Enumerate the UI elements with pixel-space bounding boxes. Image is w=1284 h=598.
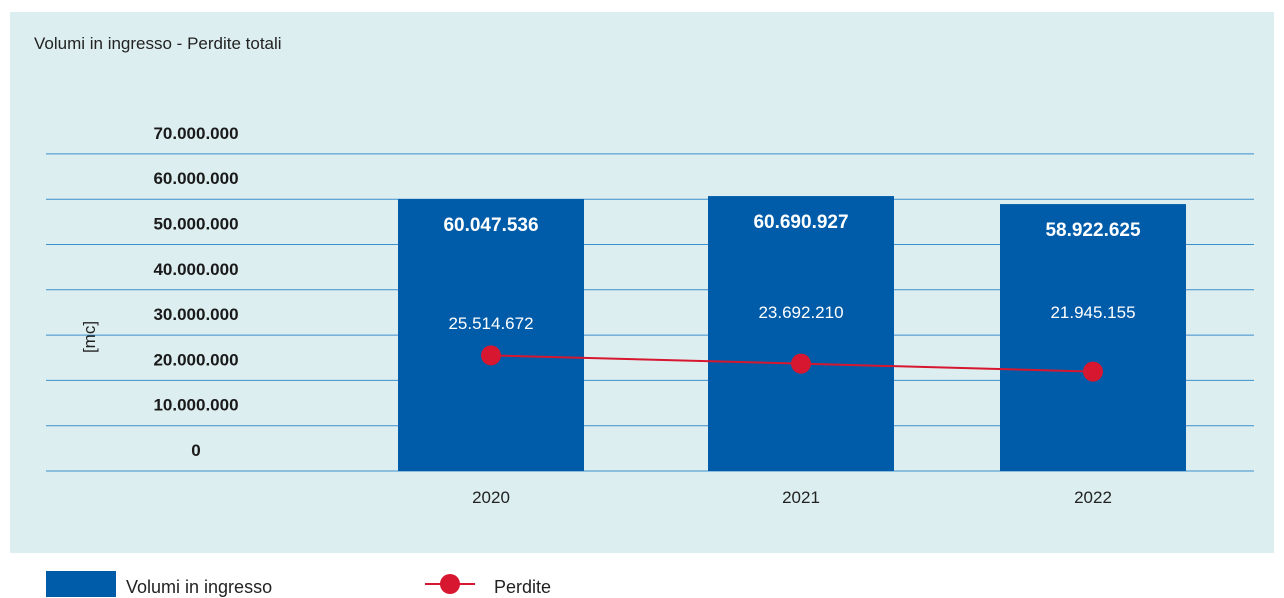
bar: [1000, 204, 1186, 471]
line-value-label: 21.945.155: [1050, 303, 1135, 322]
x-tick-label: 2020: [472, 488, 510, 507]
legend-line-marker: [440, 574, 460, 594]
y-axis-label: [mc]: [80, 321, 99, 353]
line-point: [791, 353, 811, 374]
bar: [398, 198, 584, 471]
y-tick-label: 0: [191, 441, 200, 460]
y-tick-label: 50.000.000: [153, 215, 238, 234]
line-value-label: 25.514.672: [448, 314, 533, 333]
legend-bar-label: Volumi in ingresso: [126, 577, 273, 597]
y-tick-label: 10.000.000: [153, 396, 238, 415]
y-tick-label: 70.000.000: [153, 124, 238, 143]
y-tick-label: 60.000.000: [153, 169, 238, 188]
y-tick-label: 30.000.000: [153, 305, 238, 324]
chart-title: Volumi in ingresso - Perdite totali: [34, 34, 282, 53]
legend: Volumi in ingresso Perdite: [0, 571, 1284, 597]
bar-value-label: 60.047.536: [443, 215, 538, 236]
chart-svg: 0 10.000.000 20.000.000 30.000.000 40.000.00…: [46, 124, 1254, 507]
line-value-label: 23.692.210: [758, 303, 843, 322]
line-point: [481, 345, 501, 366]
line-point: [1083, 361, 1103, 382]
x-tick-label: 2021: [782, 488, 820, 507]
y-tick-label: 40.000.000: [153, 260, 238, 279]
y-tick-label: 20.000.000: [153, 350, 238, 369]
x-tick-label: 2022: [1074, 488, 1112, 507]
bar-value-label: 60.690.927: [753, 212, 848, 233]
bar-value-label: 58.922.625: [1045, 220, 1141, 241]
bar: [708, 196, 894, 471]
legend-bar-swatch: [46, 571, 116, 597]
legend-line-label: Perdite: [494, 577, 552, 597]
